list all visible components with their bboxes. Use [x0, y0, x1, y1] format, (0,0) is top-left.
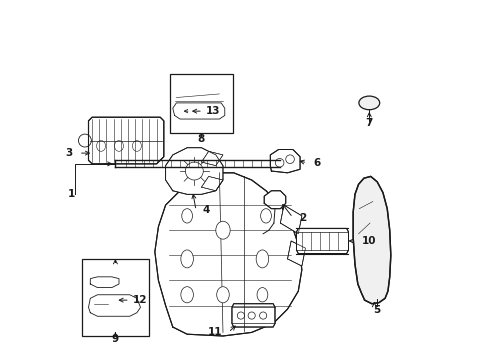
Circle shape — [237, 312, 244, 319]
Circle shape — [285, 155, 294, 163]
Circle shape — [78, 134, 91, 147]
Ellipse shape — [256, 250, 268, 268]
Text: 6: 6 — [313, 158, 320, 168]
Text: 3: 3 — [65, 148, 72, 158]
Ellipse shape — [215, 221, 230, 239]
Ellipse shape — [96, 140, 105, 151]
Ellipse shape — [182, 209, 192, 223]
Circle shape — [259, 312, 266, 319]
Text: 9: 9 — [112, 334, 119, 344]
Bar — [82, 259, 148, 336]
Ellipse shape — [358, 96, 379, 110]
Ellipse shape — [257, 288, 267, 302]
Ellipse shape — [260, 209, 271, 223]
Ellipse shape — [216, 287, 229, 303]
Ellipse shape — [181, 287, 193, 303]
Text: 8: 8 — [197, 135, 204, 144]
Ellipse shape — [132, 140, 141, 151]
Text: 7: 7 — [365, 118, 372, 128]
Polygon shape — [296, 228, 348, 253]
Text: 2: 2 — [299, 213, 306, 222]
Circle shape — [275, 158, 284, 167]
Polygon shape — [90, 277, 119, 288]
Polygon shape — [287, 241, 305, 266]
Text: 13: 13 — [206, 106, 220, 116]
Polygon shape — [155, 173, 301, 336]
Ellipse shape — [181, 250, 193, 268]
Polygon shape — [231, 304, 274, 327]
Circle shape — [247, 312, 255, 319]
Polygon shape — [280, 205, 301, 234]
Polygon shape — [264, 191, 285, 209]
Polygon shape — [352, 176, 390, 304]
Polygon shape — [201, 176, 223, 191]
Text: 11: 11 — [207, 327, 222, 337]
Text: 10: 10 — [361, 236, 375, 246]
Polygon shape — [172, 103, 224, 119]
Text: 5: 5 — [373, 305, 380, 315]
Text: 12: 12 — [132, 295, 147, 305]
Polygon shape — [88, 295, 140, 316]
Polygon shape — [270, 149, 300, 173]
Text: 4: 4 — [202, 206, 209, 216]
Polygon shape — [201, 151, 223, 166]
Polygon shape — [165, 148, 223, 194]
Circle shape — [185, 162, 203, 180]
Ellipse shape — [114, 140, 123, 151]
Circle shape — [112, 300, 122, 311]
Text: 1: 1 — [68, 189, 75, 199]
Bar — [169, 74, 232, 134]
Polygon shape — [88, 117, 163, 164]
